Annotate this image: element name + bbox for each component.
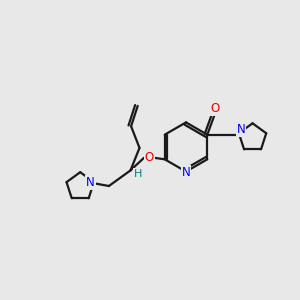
Text: N: N <box>182 166 190 179</box>
Text: N: N <box>236 123 245 136</box>
Text: H: H <box>134 169 142 179</box>
Text: O: O <box>145 151 154 164</box>
Text: N: N <box>86 176 95 189</box>
Text: O: O <box>210 102 220 115</box>
